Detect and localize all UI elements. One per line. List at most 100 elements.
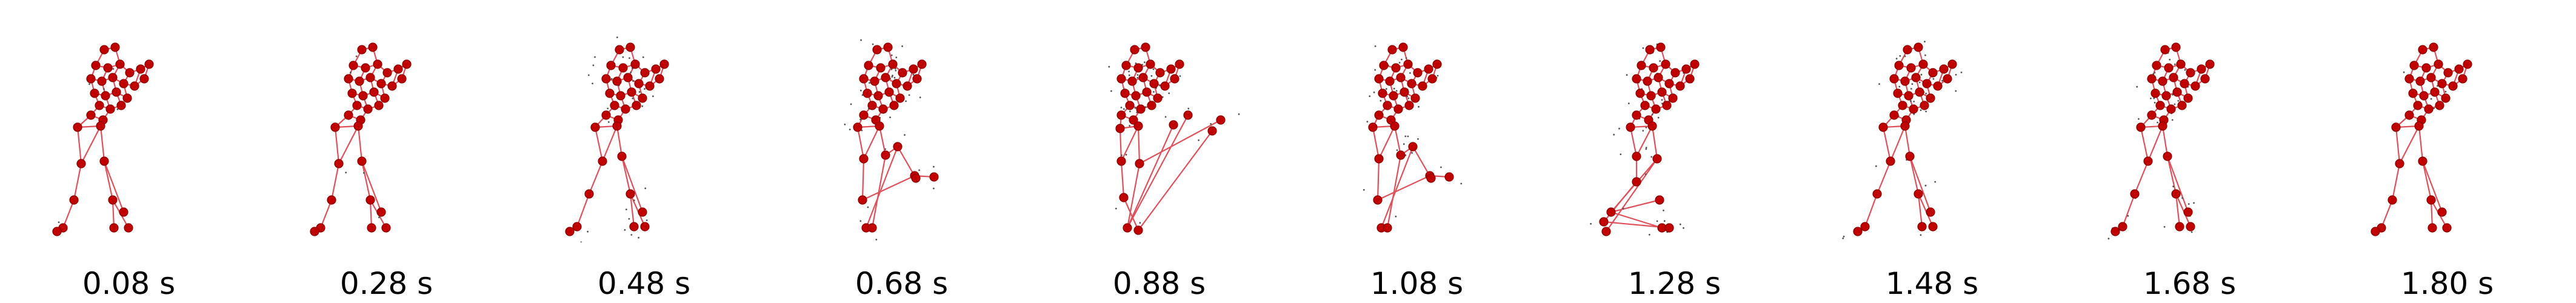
joint	[115, 59, 125, 69]
joint	[598, 156, 607, 166]
joint	[1432, 59, 1442, 69]
noise-dot	[2433, 107, 2435, 110]
joint	[365, 195, 375, 205]
joint	[2454, 64, 2464, 74]
joint	[2158, 76, 2167, 86]
joint	[1914, 189, 1923, 199]
noise-dot	[1913, 113, 1915, 115]
joint	[881, 150, 890, 160]
noise-dot	[1366, 121, 1369, 123]
noise-dot	[1925, 93, 1927, 95]
joint	[2409, 61, 2419, 70]
joint	[1920, 101, 1929, 110]
joint	[1922, 79, 1932, 88]
joint	[1635, 88, 1645, 98]
joint	[1170, 74, 1180, 84]
bone	[588, 161, 604, 195]
bone	[1378, 125, 1395, 159]
joint	[1147, 101, 1156, 110]
time-label: 1.08 s	[1370, 266, 1464, 301]
joint	[2183, 207, 2193, 217]
joint	[590, 122, 600, 132]
joint	[1651, 104, 1661, 114]
joint	[2437, 207, 2447, 217]
joint	[376, 79, 386, 88]
joint	[125, 68, 135, 78]
joint	[893, 142, 903, 152]
noise-dot	[1404, 135, 1407, 138]
joint	[1675, 81, 1685, 91]
joint	[130, 81, 139, 91]
joint	[361, 63, 370, 73]
noise-dot	[875, 239, 878, 241]
skeleton-joints	[2111, 42, 2215, 236]
joint	[2443, 68, 2453, 78]
skeleton-bones	[2375, 46, 2469, 232]
noise-dot	[1150, 75, 1153, 77]
joint	[1886, 156, 1895, 166]
time-label: 1.68 s	[2143, 266, 2237, 301]
noise-dot	[1925, 110, 1927, 113]
bone	[601, 125, 618, 162]
noise-dot	[904, 134, 906, 136]
joint	[2429, 42, 2438, 52]
joint	[2463, 59, 2472, 69]
joint	[1652, 154, 1662, 164]
noise-dot	[2177, 100, 2180, 102]
joint	[1142, 87, 1152, 97]
noise-dot	[884, 148, 886, 150]
noise-dot	[890, 68, 893, 70]
noise-dot	[1648, 233, 1650, 236]
joint	[889, 101, 899, 110]
joint	[875, 121, 884, 131]
joint	[381, 223, 391, 233]
bone	[103, 161, 125, 213]
joint	[96, 121, 105, 131]
joint	[627, 87, 636, 97]
joint	[892, 79, 901, 88]
joint	[2430, 87, 2440, 97]
joint	[2136, 122, 2146, 132]
noise-dot	[859, 220, 862, 222]
noise-dot	[2430, 98, 2432, 100]
joint	[1135, 159, 1144, 168]
noise-dot	[633, 199, 635, 201]
noise-dot	[1911, 83, 1914, 85]
joint	[1427, 74, 1437, 84]
noise-dot	[1622, 207, 1624, 210]
joint	[2118, 222, 2127, 231]
joint	[909, 64, 918, 74]
joint	[374, 101, 384, 110]
noise-dot	[1645, 148, 1647, 150]
joint	[1889, 110, 1899, 120]
joint	[90, 88, 99, 98]
bone	[629, 193, 646, 227]
noise-dot	[1898, 85, 1901, 88]
joint	[1860, 222, 1870, 231]
skeleton-bones	[1119, 46, 1221, 231]
noise-dot	[1115, 207, 1117, 210]
joint	[1207, 126, 1217, 136]
joint	[1398, 42, 1408, 52]
joint	[867, 101, 877, 110]
joint	[1643, 76, 1652, 86]
bone	[1126, 124, 1175, 228]
joint	[859, 110, 869, 120]
joint	[334, 159, 344, 168]
noise-dot	[1843, 235, 1845, 238]
noise-dot	[58, 221, 60, 224]
joint	[1632, 152, 1641, 161]
joint	[1656, 42, 1666, 52]
bone	[103, 161, 114, 201]
frame-panel: 1.68 s	[2061, 0, 2318, 303]
time-label: 0.88 s	[1112, 266, 1206, 301]
joint	[136, 64, 145, 74]
joint	[2183, 93, 2193, 103]
noise-dot	[641, 105, 644, 107]
joint	[903, 81, 912, 91]
noise-dot	[1198, 139, 1200, 141]
joint	[1120, 88, 1130, 98]
bone	[76, 127, 82, 164]
skeleton-joints	[1599, 42, 1700, 236]
noise-dot	[1210, 123, 1212, 125]
